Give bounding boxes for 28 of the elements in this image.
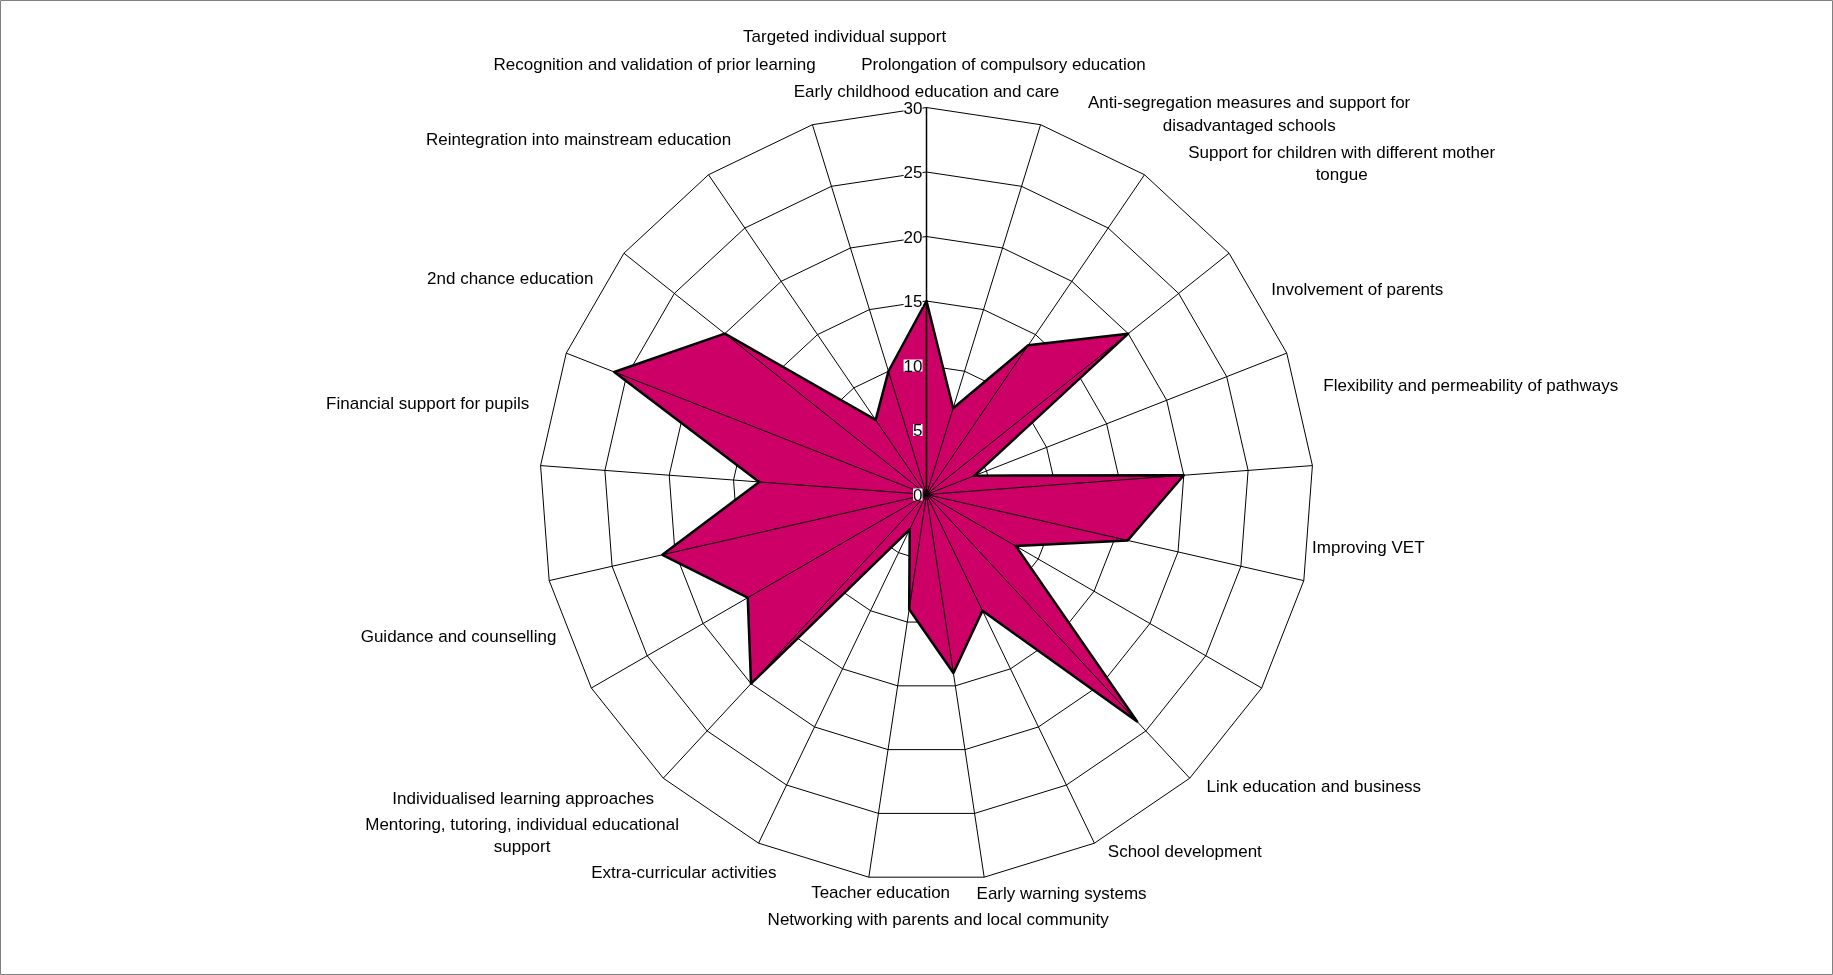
spoke-label: Involvement of parents (1271, 280, 1444, 300)
spoke-label: Flexibility and permeability of pathways (1323, 376, 1619, 396)
spoke-label: Individualised learning approaches (392, 788, 655, 808)
spoke-label: Link education and business (1206, 776, 1422, 796)
spoke-label: Prolongation of compulsory education (861, 54, 1146, 74)
spoke-label: Guidance and counselling (360, 626, 557, 646)
y-tick-label: 10 (903, 356, 923, 376)
y-tick-label: 15 (903, 292, 923, 311)
spoke-label: Networking with parents and local community (767, 909, 1110, 929)
spoke-label: Mentoring, tutoring, individual educational support (365, 814, 679, 857)
spoke-label: Teacher education (811, 883, 951, 903)
spoke-label: School development (1107, 842, 1263, 862)
y-tick-label: 30 (903, 98, 923, 118)
y-tick-label: 25 (903, 163, 923, 182)
spoke-label: Reintegration into mainstream education (425, 130, 732, 150)
y-tick-label: 5 (913, 421, 923, 440)
spoke-label: 2nd chance education (427, 268, 594, 288)
spoke-label: Targeted individual support (743, 27, 947, 47)
spoke-label: Improving VET (1312, 538, 1425, 558)
spoke-label: Early childhood education and care (793, 82, 1060, 101)
spoke-label: Anti-segregation measures and support for disadvantaged schools (1088, 92, 1411, 135)
spoke-label: Recognition and validation of prior learning (493, 54, 816, 74)
spoke-label: Early warning systems (976, 883, 1147, 903)
y-tick-label: 0 (913, 485, 923, 505)
spoke-label: Extra-curricular activities (591, 862, 777, 882)
spoke-label: Support for children with different mother tongue (1188, 142, 1496, 185)
y-tick-label: 20 (903, 227, 923, 247)
spoke-label: Financial support for pupils (326, 394, 530, 414)
